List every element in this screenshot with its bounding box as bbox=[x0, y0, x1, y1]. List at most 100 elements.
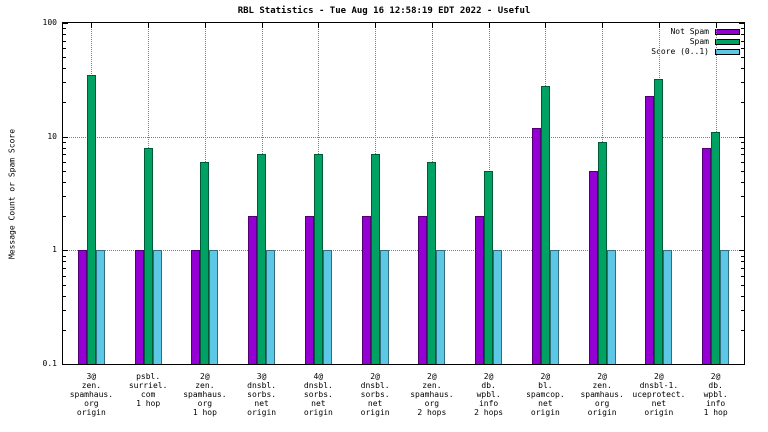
x-category-label: 4@ dnsbl. sorbs. net origin bbox=[304, 372, 333, 417]
y-minor-tick bbox=[63, 170, 66, 172]
x-category-label-line: net bbox=[311, 399, 326, 408]
x-tick bbox=[91, 23, 93, 28]
y-minor-tick bbox=[63, 329, 66, 331]
bar-spam bbox=[711, 131, 721, 364]
x-category-label: 2@ zen. spamhaus. org origin bbox=[580, 372, 623, 417]
x-tick bbox=[715, 23, 717, 28]
y-minor-tick bbox=[63, 255, 66, 257]
bar-spam bbox=[200, 161, 210, 364]
bar-score-0-1- bbox=[436, 250, 446, 364]
x-tick bbox=[375, 23, 377, 28]
y-minor-tick bbox=[741, 48, 744, 50]
bar-spam bbox=[313, 154, 323, 364]
y-minor-tick bbox=[63, 34, 66, 35]
y-minor-tick bbox=[63, 28, 66, 30]
y-minor-tick bbox=[741, 68, 744, 70]
chart-title: RBL Statistics - Tue Aug 16 12:58:19 EDT… bbox=[237, 6, 531, 16]
bar-score-0-1- bbox=[322, 250, 332, 364]
x-category-label-line: surriel. bbox=[128, 381, 168, 390]
y-minor-tick bbox=[741, 275, 744, 277]
x-category-label-line: origin bbox=[303, 408, 333, 417]
legend-swatch bbox=[715, 38, 740, 45]
x-tick bbox=[488, 23, 490, 28]
x-category-label-line: origin bbox=[530, 408, 560, 417]
legend-swatch bbox=[715, 48, 740, 55]
y-minor-tick bbox=[63, 141, 66, 143]
x-category-label-line: 4@ bbox=[313, 372, 324, 381]
bar-score-0-1- bbox=[606, 250, 616, 364]
bar-not-spam bbox=[475, 216, 485, 364]
x-category-label-line: com bbox=[140, 390, 156, 399]
x-category-label-line: zen. bbox=[195, 381, 215, 390]
y-tick bbox=[63, 23, 68, 24]
x-category-label-line: net bbox=[538, 399, 553, 408]
y-minor-tick bbox=[741, 141, 744, 143]
x-tick bbox=[261, 23, 263, 28]
legend-label: Not Spam bbox=[670, 27, 709, 36]
y-minor-tick bbox=[741, 261, 744, 263]
x-category-label-line: spamcop. bbox=[526, 390, 565, 399]
y-minor-tick bbox=[741, 255, 744, 257]
x-category-label-line: sorbs. bbox=[303, 390, 333, 399]
x-category-label: 3@ dnsbl. sorbs. net origin bbox=[247, 372, 276, 417]
x-category-label: 2@ db. wpbl. info 1 hop bbox=[704, 372, 728, 417]
bar-score-0-1- bbox=[549, 250, 559, 364]
y-minor-tick bbox=[741, 40, 744, 42]
x-category-label-line: dnsbl-1. bbox=[639, 381, 679, 390]
y-gridline bbox=[63, 136, 744, 138]
bar-spam bbox=[484, 170, 494, 364]
y-minor-tick bbox=[741, 196, 744, 198]
x-category-label-line: 2@ bbox=[597, 372, 607, 381]
y-minor-tick bbox=[741, 216, 744, 218]
y-minor-tick bbox=[741, 267, 744, 269]
y-tick-label: 0.1 bbox=[42, 359, 57, 368]
x-category-label-line: dnsbl. bbox=[303, 381, 333, 390]
x-tick bbox=[545, 23, 547, 28]
x-category-label-line: org bbox=[197, 399, 213, 408]
x-category-label: 2@ dnsbl-1. uceprotect. net origin bbox=[632, 372, 685, 417]
y-minor-tick bbox=[741, 82, 744, 84]
y-minor-tick bbox=[741, 34, 744, 35]
bar-not-spam bbox=[531, 127, 541, 364]
x-category-label-line: 2@ bbox=[654, 372, 664, 381]
x-category-label-line: 1 hop bbox=[136, 399, 161, 408]
x-category-label-line: 2@ bbox=[200, 372, 210, 381]
bar-not-spam bbox=[361, 216, 371, 364]
y-tick bbox=[63, 364, 68, 365]
y-minor-tick bbox=[741, 295, 744, 297]
x-category-label-line: 3@ bbox=[86, 372, 97, 381]
x-tick bbox=[318, 23, 320, 28]
x-tick bbox=[148, 23, 150, 28]
bar-spam bbox=[257, 154, 267, 364]
y-minor-tick bbox=[741, 309, 744, 311]
x-tick bbox=[602, 23, 604, 28]
x-category-label-line: wpbl. bbox=[703, 390, 728, 399]
x-category-label-line: net bbox=[651, 399, 667, 408]
y-tick bbox=[63, 250, 68, 252]
y-tick bbox=[739, 23, 744, 24]
x-category-label-line: 2 hops bbox=[417, 408, 447, 417]
bar-spam bbox=[143, 147, 153, 364]
x-category-label-line: 2 hops bbox=[474, 408, 504, 417]
y-minor-tick bbox=[63, 154, 66, 156]
bar-score-0-1- bbox=[663, 250, 673, 364]
bar-not-spam bbox=[248, 216, 258, 364]
y-minor-tick bbox=[741, 161, 744, 163]
x-category-label-line: psbl. bbox=[136, 372, 161, 381]
y-minor-tick bbox=[63, 196, 66, 198]
y-minor-tick bbox=[63, 275, 66, 277]
legend-entry: Spam bbox=[690, 37, 740, 46]
y-tick-label: 100 bbox=[42, 18, 57, 27]
x-tick bbox=[431, 23, 433, 28]
x-category-label: 2@ zen. spamhaus. org 1 hop bbox=[183, 372, 226, 417]
x-category-label-line: db. bbox=[708, 381, 723, 390]
bar-not-spam bbox=[418, 216, 428, 364]
y-minor-tick bbox=[63, 295, 66, 297]
legend-swatch bbox=[715, 28, 740, 35]
y-minor-tick bbox=[63, 309, 66, 311]
legend-entry: Score (0..1) bbox=[651, 47, 740, 56]
bar-score-0-1- bbox=[379, 250, 389, 364]
y-minor-tick bbox=[63, 68, 66, 70]
x-category-label-line: 2@ bbox=[427, 372, 437, 381]
